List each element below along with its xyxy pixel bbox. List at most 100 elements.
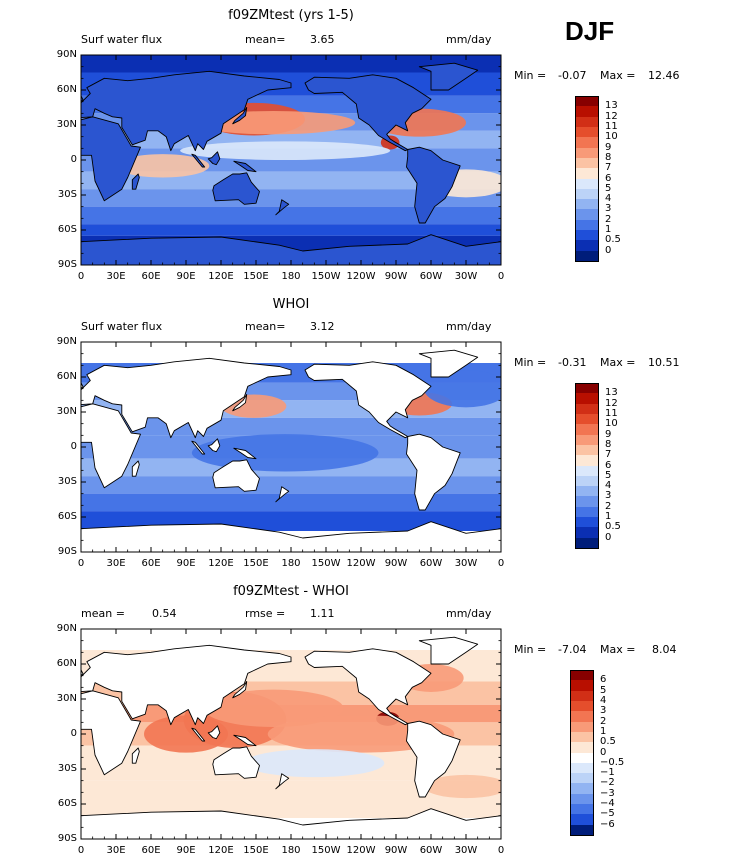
colorbar-swatch bbox=[575, 209, 599, 221]
panel-3-rmse-value: 1.11 bbox=[310, 607, 335, 620]
map-field bbox=[81, 342, 501, 552]
field-feature bbox=[144, 715, 228, 753]
colorbar-swatch bbox=[570, 711, 594, 723]
colorbar-swatch bbox=[575, 199, 599, 210]
lon-tick-label: 150W bbox=[311, 845, 341, 856]
colorbar-label: 8 bbox=[605, 438, 612, 450]
lon-tick-label: 60W bbox=[419, 271, 443, 282]
panel-1-mean-value: 3.65 bbox=[310, 33, 335, 46]
colorbar-swatch bbox=[575, 527, 599, 539]
coastline-eurasia bbox=[81, 70, 292, 152]
lon-tick-label: 30E bbox=[106, 558, 126, 569]
lon-tick-label: 30E bbox=[106, 271, 126, 282]
lat-tick-label: 60S bbox=[57, 224, 77, 235]
coastline-uk bbox=[81, 95, 84, 102]
coastline-australia bbox=[212, 746, 260, 779]
colorbar-swatch bbox=[575, 219, 599, 231]
colorbar-label: 12 bbox=[605, 110, 618, 122]
coastline-antarctica bbox=[81, 521, 501, 552]
colorbar-label: −4 bbox=[600, 798, 615, 810]
lat-tick-label: 30S bbox=[57, 189, 77, 200]
panel-1-max-label: Max = bbox=[600, 69, 636, 82]
panel-1-max-value: 12.46 bbox=[648, 69, 680, 82]
colorbar-swatch bbox=[570, 773, 594, 784]
field-feature bbox=[81, 788, 245, 808]
field-feature bbox=[244, 749, 385, 778]
colorbar-label: 5 bbox=[605, 182, 612, 194]
field-feature bbox=[203, 689, 344, 727]
lat-tick-label: 90N bbox=[56, 623, 77, 634]
lat-tick-label: 0 bbox=[70, 154, 77, 165]
colorbar-label: 1 bbox=[605, 224, 612, 236]
coastline-namerica bbox=[304, 74, 432, 152]
panel-1-title: f09ZMtest (yrs 1-5) bbox=[228, 8, 354, 23]
panel-3-max-label: Max = bbox=[600, 643, 636, 656]
colorbar-label: 0.5 bbox=[600, 736, 616, 748]
coastline-namerica bbox=[304, 648, 432, 726]
colorbar-label: 12 bbox=[605, 397, 618, 409]
colorbar-swatch bbox=[575, 444, 599, 456]
colorbar-swatch bbox=[570, 752, 594, 764]
panel-1-variable-label: Surf water flux bbox=[81, 33, 163, 46]
map-field bbox=[81, 55, 501, 265]
colorbar-swatch bbox=[575, 168, 599, 179]
field-band bbox=[81, 629, 501, 650]
lon-tick-label: 150E bbox=[243, 271, 269, 282]
colorbar-swatch bbox=[570, 793, 594, 805]
lon-tick-label: 120W bbox=[346, 271, 376, 282]
colorbar-swatch bbox=[575, 137, 599, 149]
colorbar-swatch bbox=[575, 434, 599, 446]
lon-tick-label: 60E bbox=[141, 271, 161, 282]
lon-tick-label: 150E bbox=[243, 845, 269, 856]
colorbar-swatch bbox=[575, 517, 599, 528]
panel-2-max-label: Max = bbox=[600, 356, 636, 369]
colorbar-swatch bbox=[575, 250, 599, 262]
colorbar-label: 4 bbox=[605, 480, 612, 492]
coastline-japan bbox=[232, 107, 248, 125]
colorbar-swatch bbox=[575, 465, 599, 477]
lon-tick-label: 120E bbox=[208, 845, 234, 856]
lon-tick-label: 180 bbox=[281, 558, 301, 569]
lat-tick-label: 90S bbox=[57, 259, 77, 270]
lat-tick-label: 30N bbox=[56, 693, 77, 704]
colorbar-label: 4 bbox=[600, 694, 607, 706]
field-band bbox=[81, 171, 501, 190]
panel-2-colorbar: 13 12 11 10 9 8 7 6 5 4 3 2 1 0.5 0 bbox=[575, 383, 621, 549]
colorbar-label: 8 bbox=[605, 151, 612, 163]
colorbar-label: 0.5 bbox=[605, 234, 621, 246]
colorbar-label: −5 bbox=[600, 808, 615, 820]
coastline-samerica bbox=[406, 720, 461, 798]
lon-tick-label: 150E bbox=[243, 558, 269, 569]
lat-tick-label: 90N bbox=[56, 49, 77, 60]
colorbar-label: −2 bbox=[600, 777, 615, 789]
coastline-australia bbox=[212, 459, 260, 492]
lon-tick-label: 0 bbox=[497, 845, 505, 856]
colorbar-swatch bbox=[575, 393, 599, 405]
lon-tick-label: 180 bbox=[281, 845, 301, 856]
colorbar-swatch bbox=[575, 383, 599, 394]
coastline-sumatra bbox=[191, 727, 206, 742]
lon-tick-label: 30W bbox=[454, 558, 478, 569]
lat-tick-label: 60N bbox=[56, 658, 77, 669]
colorbar-swatch bbox=[570, 742, 594, 753]
lat-tick-label: 60S bbox=[57, 798, 77, 809]
panel-1-units: mm/day bbox=[446, 33, 492, 46]
colorbar-label: −3 bbox=[600, 787, 615, 799]
colorbar-swatch bbox=[570, 783, 594, 795]
lon-tick-label: 90E bbox=[176, 271, 196, 282]
colorbar-swatch bbox=[575, 413, 599, 425]
season-label: DJF bbox=[565, 16, 615, 46]
panel-1-min-value: -0.07 bbox=[558, 69, 587, 82]
colorbar-label: 7 bbox=[605, 449, 612, 461]
panel-2-units: mm/day bbox=[446, 320, 492, 333]
coastline-australia bbox=[212, 172, 260, 205]
colorbar-label: −1 bbox=[600, 767, 615, 779]
colorbar-label: 11 bbox=[605, 407, 618, 419]
colorbar-swatch bbox=[570, 690, 594, 702]
coastline-eurasia bbox=[81, 357, 292, 439]
lat-tick-label: 60N bbox=[56, 371, 77, 382]
lon-tick-label: 120E bbox=[208, 558, 234, 569]
panel-3-rmse-label: rmse = bbox=[245, 607, 286, 620]
field-feature bbox=[424, 370, 501, 408]
lon-tick-label: 180 bbox=[281, 271, 301, 282]
